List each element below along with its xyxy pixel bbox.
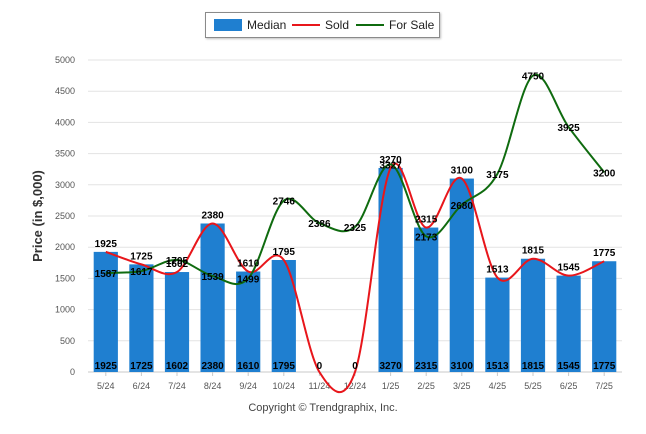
x-tick-label: 11/24 bbox=[308, 381, 330, 391]
sold-value-label: 1925 bbox=[95, 239, 118, 250]
for-sale-value-label: 1499 bbox=[237, 274, 260, 285]
x-tick-label: 9/24 bbox=[239, 381, 257, 391]
for-sale-value-label: 3925 bbox=[557, 123, 580, 134]
for-sale-value-label: 2746 bbox=[273, 197, 296, 208]
median-value-label: 1602 bbox=[166, 361, 189, 372]
y-tick-label: 2500 bbox=[55, 211, 75, 221]
median-bar bbox=[271, 259, 296, 372]
median-bar bbox=[556, 275, 581, 372]
y-tick-label: 1000 bbox=[55, 305, 75, 315]
for-sale-value-label: 2325 bbox=[344, 223, 367, 234]
median-value-label: 1610 bbox=[237, 361, 260, 372]
legend-item-for-sale[interactable]: For Sale bbox=[356, 13, 434, 37]
median-value-label: 1775 bbox=[593, 361, 616, 372]
median-value-label: 1545 bbox=[557, 361, 580, 372]
for-sale-value-label: 2386 bbox=[308, 219, 331, 230]
legend-item-sold[interactable]: Sold bbox=[292, 13, 349, 37]
legend-item-median[interactable]: Median bbox=[214, 13, 286, 37]
for-sale-value-label: 4750 bbox=[522, 72, 545, 83]
y-tick-label: 3500 bbox=[55, 149, 75, 159]
sold-value-label: 2380 bbox=[201, 210, 224, 221]
sold-line bbox=[105, 162, 605, 394]
copyright-text: Copyright © Trendgraphix, Inc. bbox=[248, 402, 398, 414]
x-tick-label: 4/25 bbox=[489, 381, 507, 391]
x-tick-label: 6/24 bbox=[133, 381, 151, 391]
median-value-label: 2380 bbox=[201, 361, 224, 372]
sold-value-label: 1513 bbox=[486, 265, 509, 276]
median-value-label: 0 bbox=[317, 361, 323, 372]
sold-value-label: 1725 bbox=[130, 251, 153, 262]
for-sale-value-label: 2680 bbox=[451, 201, 474, 212]
chart-legend: Median Sold For Sale bbox=[205, 12, 440, 38]
for-sale-value-label: 1539 bbox=[201, 272, 224, 283]
sold-value-label: 1610 bbox=[237, 259, 260, 270]
median-value-label: 1925 bbox=[95, 361, 118, 372]
median-bar bbox=[236, 271, 261, 372]
sold-value-label: 2315 bbox=[415, 215, 438, 226]
median-swatch bbox=[214, 19, 242, 31]
sold-value-label: 1545 bbox=[557, 263, 580, 274]
y-tick-label: 4000 bbox=[55, 117, 75, 127]
for-sale-value-label: 3327 bbox=[379, 160, 402, 171]
sold-value-label: 3270 bbox=[379, 155, 402, 166]
for-sale-value-label: 1587 bbox=[95, 269, 118, 280]
x-tick-label: 6/25 bbox=[560, 381, 578, 391]
x-tick-label: 1/25 bbox=[382, 381, 400, 391]
y-tick-label: 0 bbox=[70, 367, 75, 377]
sold-value-label: 1775 bbox=[593, 248, 616, 259]
x-tick-label: 5/25 bbox=[524, 381, 542, 391]
x-tick-label: 8/24 bbox=[204, 381, 222, 391]
y-tick-label: 500 bbox=[60, 336, 75, 346]
x-tick-label: 2/25 bbox=[417, 381, 435, 391]
sold-swatch bbox=[292, 24, 320, 26]
sold-value-label: 1795 bbox=[273, 247, 296, 258]
x-tick-label: 7/24 bbox=[168, 381, 186, 391]
legend-sold-label: Sold bbox=[325, 18, 350, 32]
y-axis-title: Price (in $,000) bbox=[30, 170, 45, 262]
y-tick-label: 1500 bbox=[55, 273, 75, 283]
x-tick-label: 3/25 bbox=[453, 381, 471, 391]
median-value-label: 3270 bbox=[379, 361, 402, 372]
for-sale-swatch bbox=[356, 24, 384, 26]
x-tick-label: 10/24 bbox=[273, 381, 296, 391]
y-tick-label: 3000 bbox=[55, 180, 75, 190]
median-value-label: 1815 bbox=[522, 361, 545, 372]
median-value-label: 1513 bbox=[486, 361, 509, 372]
legend-for-sale-label: For Sale bbox=[389, 18, 435, 32]
median-value-label: 0 bbox=[352, 361, 358, 372]
sold-value-label: 1815 bbox=[522, 246, 545, 257]
x-tick-label: 12/24 bbox=[344, 381, 367, 391]
for-sale-value-label: 3175 bbox=[486, 170, 509, 181]
y-tick-label: 4500 bbox=[55, 86, 75, 96]
median-bar bbox=[129, 264, 154, 372]
median-bar bbox=[414, 227, 439, 372]
for-sale-value-label: 2173 bbox=[415, 232, 438, 243]
median-value-label: 1725 bbox=[130, 361, 153, 372]
for-sale-line bbox=[105, 73, 605, 285]
median-bar bbox=[520, 258, 546, 372]
legend-median-label: Median bbox=[247, 18, 287, 32]
y-tick-label: 2000 bbox=[55, 242, 75, 252]
median-value-label: 1795 bbox=[273, 361, 296, 372]
for-sale-value-label: 3200 bbox=[593, 168, 616, 179]
sold-value-label: 3100 bbox=[451, 166, 474, 177]
y-tick-label: 5000 bbox=[55, 55, 75, 65]
median-bar bbox=[485, 277, 510, 372]
x-tick-label: 7/25 bbox=[595, 381, 613, 391]
median-bar bbox=[200, 223, 225, 372]
median-value-label: 2315 bbox=[415, 361, 438, 372]
median-bar bbox=[592, 261, 617, 372]
median-bar bbox=[449, 178, 474, 372]
for-sale-value-label: 1617 bbox=[130, 267, 153, 278]
for-sale-value-label: 1795 bbox=[166, 256, 189, 267]
median-value-label: 3100 bbox=[451, 361, 474, 372]
median-bar bbox=[164, 272, 190, 372]
x-tick-label: 5/24 bbox=[97, 381, 115, 391]
sold-value-label: 1602 bbox=[166, 259, 189, 270]
